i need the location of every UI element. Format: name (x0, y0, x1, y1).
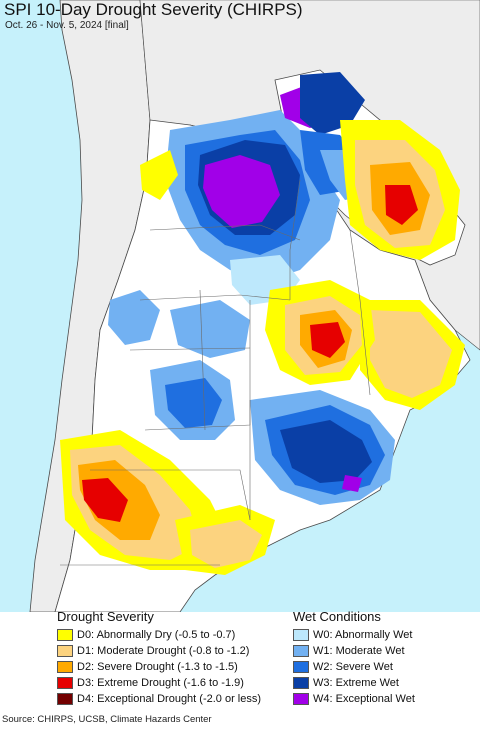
legend-swatch-w3 (293, 677, 309, 689)
legend-item-d1: D1: Moderate Drought (-0.8 to -1.2) (57, 643, 249, 659)
map-subtitle: Oct. 26 - Nov. 5, 2024 [final] (5, 20, 129, 31)
w3-south (280, 420, 372, 483)
legend-item-d2: D2: Severe Drought (-1.3 to -1.5) (57, 659, 238, 675)
w3-top (300, 72, 365, 135)
legend-label-d1: D1: Moderate Drought (-0.8 to -1.2) (77, 645, 250, 657)
legend-drought-title: Drought Severity (57, 609, 154, 624)
w1-west (108, 290, 160, 345)
legend-label-d2: D2: Severe Drought (-1.3 to -1.5) (77, 661, 238, 673)
legend-item-d3: D3: Extreme Drought (-1.6 to -1.9) (57, 675, 244, 691)
legend-swatch-d3 (57, 677, 73, 689)
legend-item-d0: D0: Abnormally Dry (-0.5 to -0.7) (57, 627, 235, 643)
d3-east (385, 185, 418, 225)
legend-wet-title: Wet Conditions (293, 609, 381, 624)
d3-center (310, 322, 345, 358)
legend-swatch-d4 (57, 693, 73, 705)
legend-label-w2: W2: Severe Wet (313, 661, 393, 673)
w2-central (165, 378, 222, 428)
w1-center2 (170, 300, 250, 358)
legend-label-w0: W0: Abnormally Wet (313, 629, 413, 641)
w4-north (203, 155, 280, 228)
legend-swatch-w0 (293, 629, 309, 641)
legend-label-d4: D4: Exceptional Drought (-2.0 or less) (77, 693, 262, 705)
legend-item-w3: W3: Extreme Wet (293, 675, 399, 691)
legend-label-w1: W1: Moderate Wet (313, 645, 405, 657)
legend-label-w4: W4: Exceptional Wet (313, 693, 415, 705)
province-borders (60, 179, 371, 566)
drought-map (0, 0, 480, 613)
legend-label-d0: D0: Abnormally Dry (-0.5 to -0.7) (77, 629, 236, 641)
d1-uruguay (370, 310, 452, 398)
legend-item-w1: W1: Moderate Wet (293, 643, 405, 659)
legend-label-d3: D3: Extreme Drought (-1.6 to -1.9) (77, 677, 244, 689)
legend-item-w2: W2: Severe Wet (293, 659, 393, 675)
legend-swatch-d1 (57, 645, 73, 657)
legend-swatch-w2 (293, 661, 309, 673)
w4-south (342, 475, 362, 492)
map-svg (0, 0, 480, 613)
d1-patagonia (190, 520, 262, 568)
map-title: SPI 10-Day Drought Severity (CHIRPS) (4, 0, 303, 19)
legend-item-w4: W4: Exceptional Wet (293, 691, 415, 707)
d0-northwest (140, 150, 178, 200)
legend-item-d4: D4: Exceptional Drought (-2.0 or less) (57, 691, 261, 707)
legend-label-w3: W3: Extreme Wet (313, 677, 399, 689)
source-credit: Source: CHIRPS, UCSB, Climate Hazards Ce… (2, 714, 212, 725)
legend-swatch-d2 (57, 661, 73, 673)
legend-swatch-w4 (293, 693, 309, 705)
legend-item-w0: W0: Abnormally Wet (293, 627, 412, 643)
legend-swatch-w1 (293, 645, 309, 657)
legend-swatch-d0 (57, 629, 73, 641)
d3-southwest (82, 478, 128, 522)
